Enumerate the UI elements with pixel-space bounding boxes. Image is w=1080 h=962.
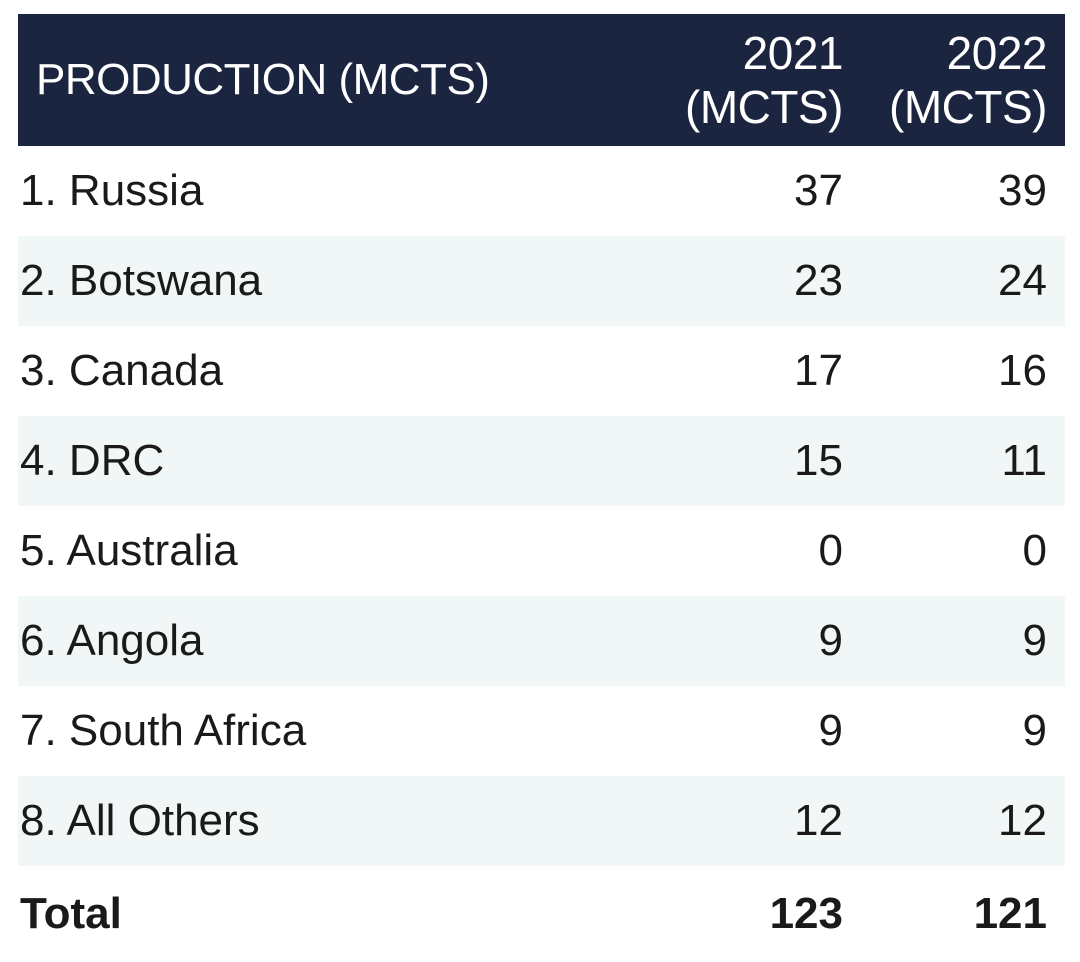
- row-value-2022: 0: [1022, 526, 1047, 575]
- total-row: Total 123 121: [18, 866, 1065, 962]
- row-value-2021: 0: [818, 526, 843, 575]
- table-row: 3. Canada 17 16: [18, 326, 1065, 416]
- row-value-2022: 12: [998, 796, 1047, 845]
- total-value-2022: 121: [973, 889, 1047, 938]
- row-country: 8. All Others: [20, 796, 260, 845]
- row-value-2021: 12: [794, 796, 843, 845]
- row-value-2021: 9: [818, 706, 843, 755]
- table-row: 1. Russia 37 39: [18, 146, 1065, 236]
- header-2022-year: 2022: [946, 27, 1048, 79]
- total-value-2021: 123: [769, 889, 843, 938]
- row-value-2022: 9: [1022, 706, 1047, 755]
- table-row: 4. DRC 15 11: [18, 416, 1065, 506]
- table-row: 8. All Others 12 12: [18, 776, 1065, 866]
- table-row: 2. Botswana 23 24: [18, 236, 1065, 326]
- row-value-2022: 16: [998, 346, 1047, 395]
- header-2021-unit: (MCTS): [685, 81, 843, 133]
- row-value-2021: 23: [794, 256, 843, 305]
- table-header: PRODUCTION (MCTS) 2021 (MCTS) 2022 (MCTS…: [18, 14, 1065, 146]
- row-country: 7. South Africa: [20, 706, 307, 755]
- row-country: 4. DRC: [20, 436, 165, 485]
- row-value-2022: 24: [998, 256, 1047, 305]
- row-value-2021: 17: [794, 346, 843, 395]
- row-value-2021: 37: [794, 166, 843, 215]
- table-row: 6. Angola 9 9: [18, 596, 1065, 686]
- total-label: Total: [20, 889, 122, 938]
- header-2022-unit: (MCTS): [889, 81, 1047, 133]
- row-value-2021: 15: [794, 436, 843, 485]
- header-2021: 2021 (MCTS): [643, 26, 843, 134]
- row-country: 2. Botswana: [20, 256, 263, 305]
- row-country: 6. Angola: [20, 616, 204, 665]
- row-country: 3. Canada: [20, 346, 224, 395]
- row-value-2022: 11: [1001, 436, 1047, 485]
- production-table: PRODUCTION (MCTS) 2021 (MCTS) 2022 (MCTS…: [18, 14, 1065, 962]
- table-row: 7. South Africa 9 9: [18, 686, 1065, 776]
- row-country: 5. Australia: [20, 526, 238, 575]
- header-production: PRODUCTION (MCTS): [36, 55, 490, 104]
- table-row: 5. Australia 0 0: [18, 506, 1065, 596]
- header-2021-year: 2021: [742, 27, 844, 79]
- row-country: 1. Russia: [20, 166, 204, 215]
- row-value-2021: 9: [818, 616, 843, 665]
- row-value-2022: 9: [1022, 616, 1047, 665]
- row-value-2022: 39: [998, 166, 1047, 215]
- header-2022: 2022 (MCTS): [847, 26, 1047, 134]
